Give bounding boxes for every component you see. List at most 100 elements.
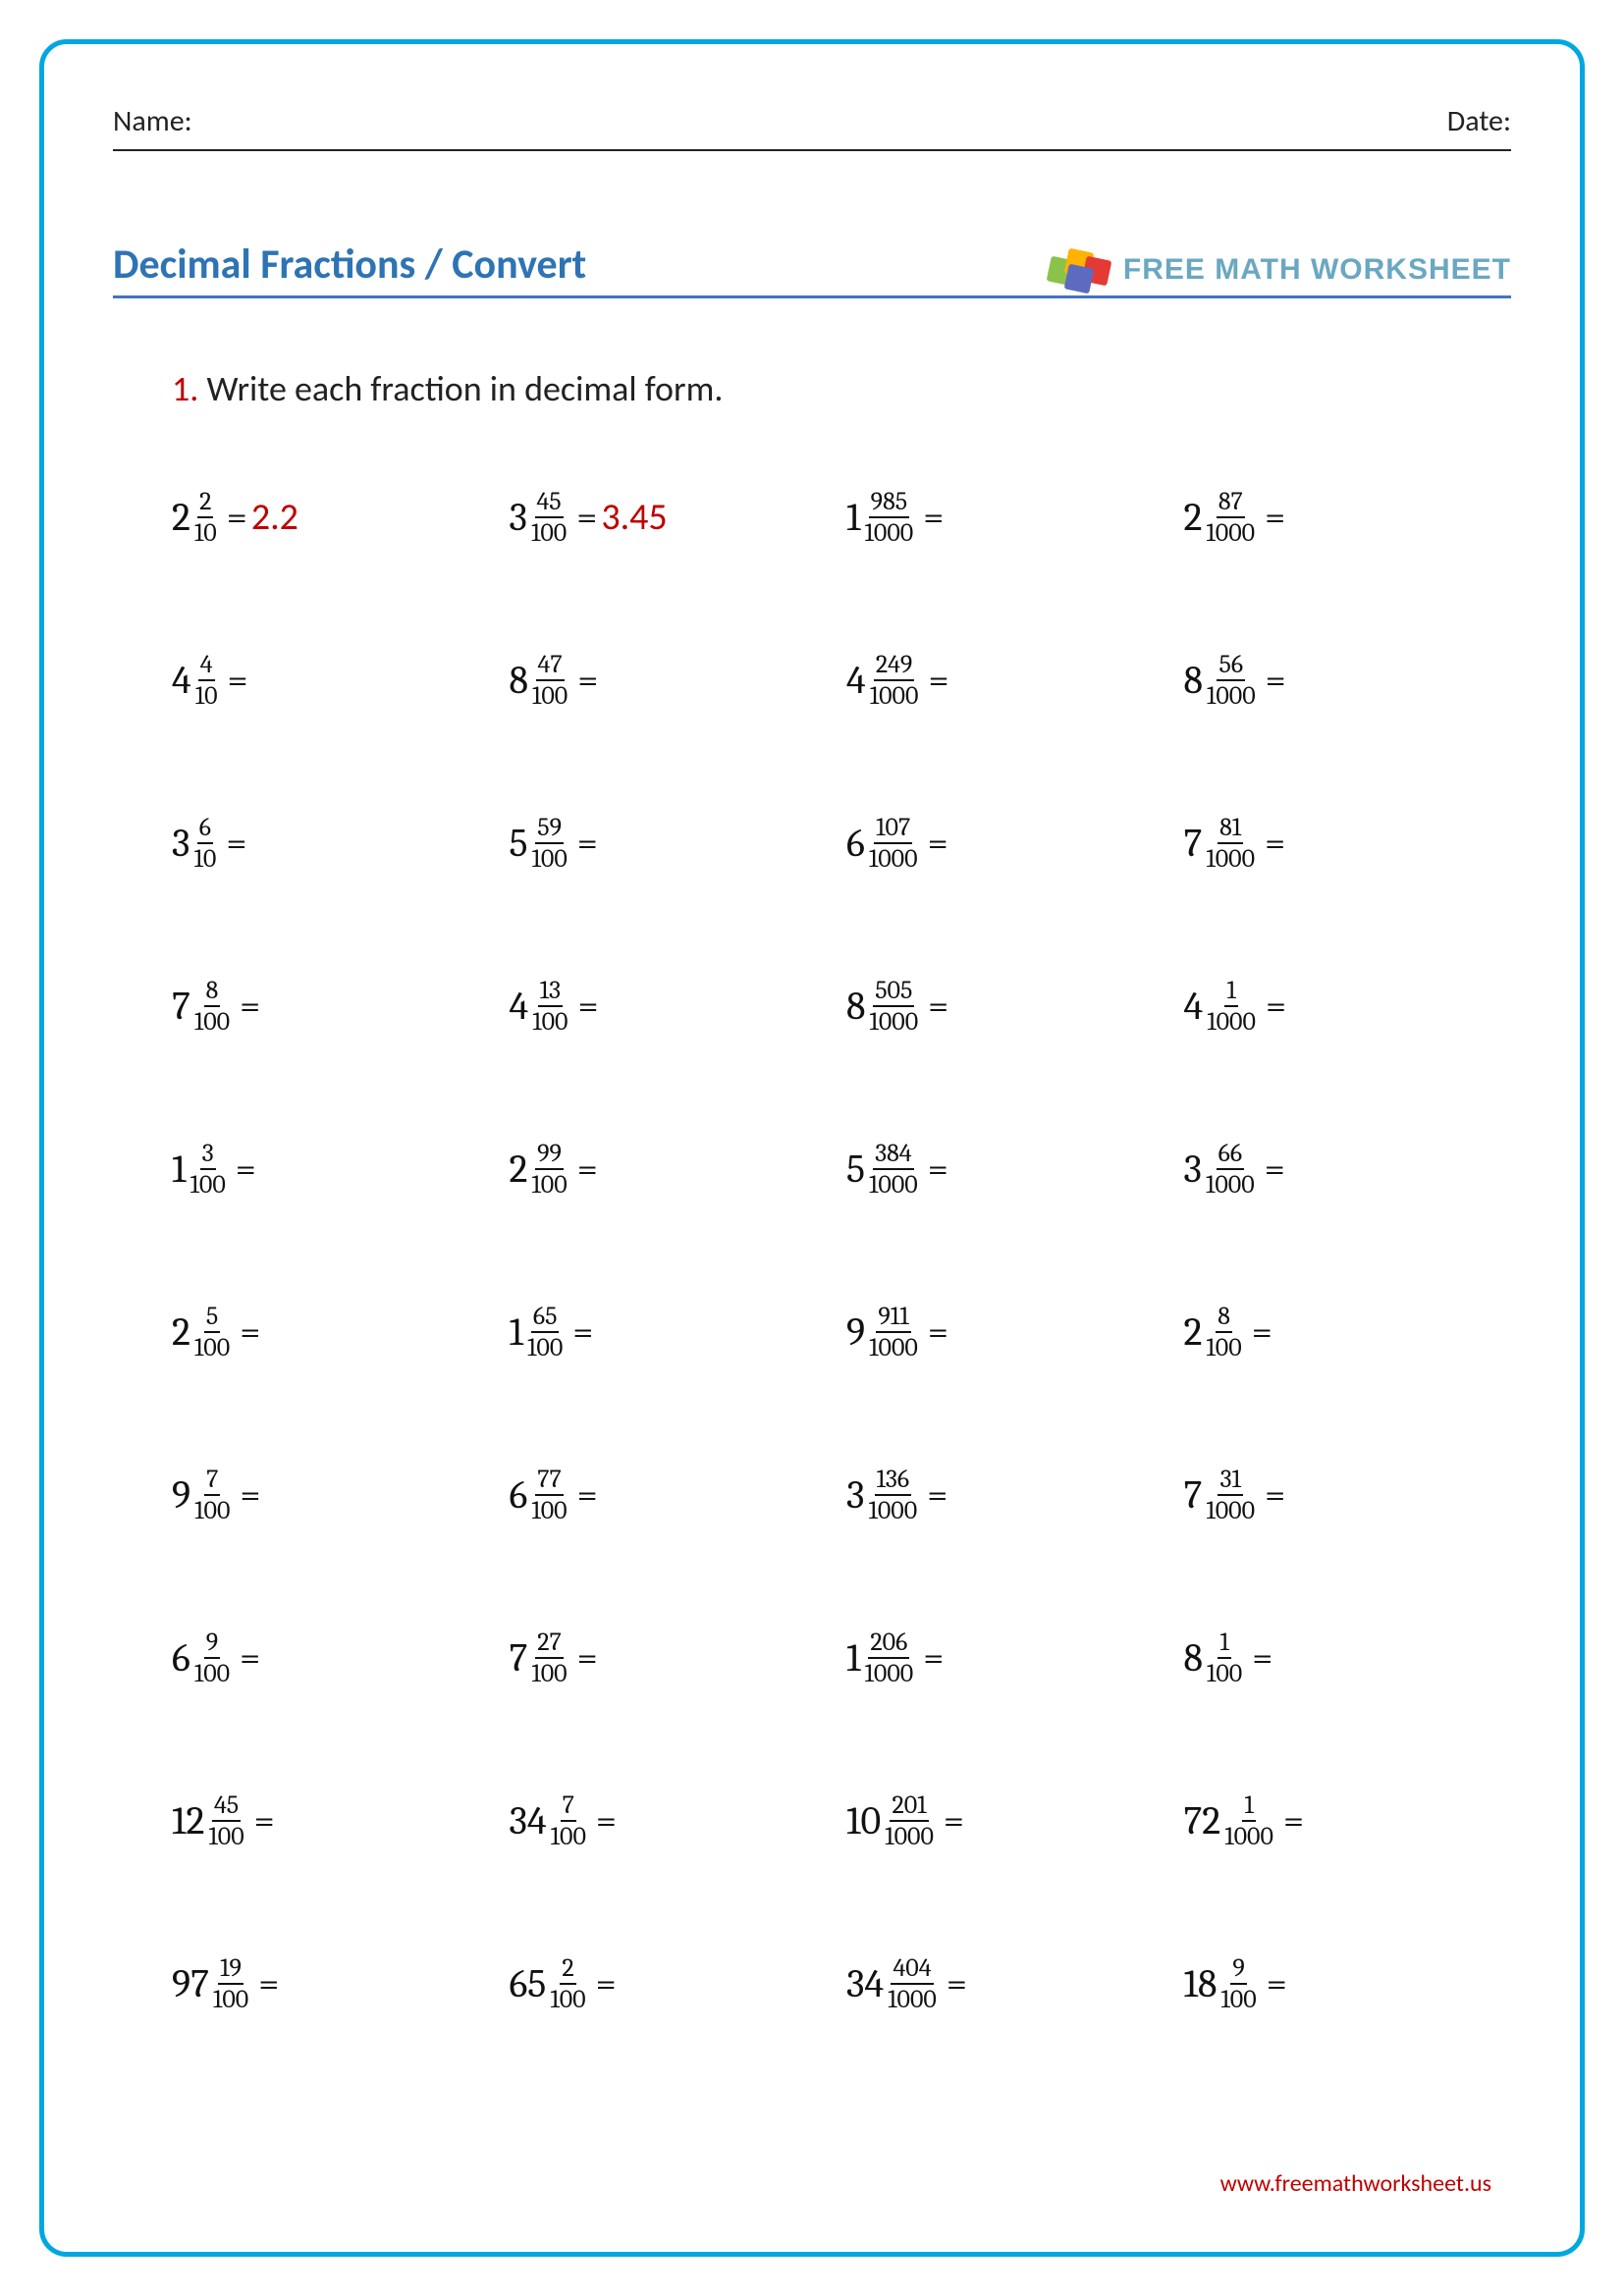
- denominator: 10: [193, 844, 216, 872]
- denominator: 1000: [864, 1659, 913, 1686]
- equals-sign: =: [928, 659, 948, 702]
- equals-sign: =: [577, 1473, 598, 1517]
- equals-sign: =: [254, 1799, 275, 1842]
- problem: 727100 =: [510, 1629, 838, 1686]
- whole-number: 5: [846, 1147, 865, 1192]
- problem: 53841000=: [846, 1141, 1174, 1198]
- fraction: 8100: [194, 978, 230, 1035]
- fraction: 3841000: [869, 1141, 918, 1198]
- fraction: 1361000: [868, 1467, 917, 1523]
- worksheet-title: Decimal Fractions / Convert: [113, 240, 586, 290]
- whole-number: 2: [172, 495, 190, 540]
- fraction: 19100: [213, 1955, 248, 2012]
- problem: 102011000=: [846, 1792, 1174, 1849]
- equals-sign: =: [1283, 1799, 1304, 1842]
- worksheet-page: Name: Date: Decimal Fractions / Convert …: [39, 39, 1585, 2257]
- fraction: 27100: [531, 1629, 567, 1686]
- fraction: 410: [195, 652, 218, 709]
- numerator: 45: [212, 1792, 241, 1822]
- equals-sign: =: [928, 985, 948, 1028]
- equals-sign: =: [928, 822, 948, 865]
- numerator: 77: [535, 1467, 563, 1496]
- fraction: 811000: [1206, 815, 1255, 872]
- denominator: 1000: [869, 1170, 918, 1198]
- equals-sign: =: [240, 1310, 260, 1354]
- fraction: 2061000: [864, 1629, 913, 1686]
- problem: 85051000=: [846, 978, 1174, 1035]
- instruction: 1. Write each fraction in decimal form.: [172, 367, 1511, 410]
- whole-number: 2: [1184, 1309, 1203, 1355]
- equals-sign: =: [236, 1148, 256, 1191]
- problem: 12061000=: [846, 1629, 1174, 1686]
- whole-number: 1: [510, 1309, 523, 1355]
- whole-number: 7: [510, 1635, 528, 1681]
- whole-number: 1: [846, 495, 860, 540]
- problem: 4410 =: [172, 652, 500, 709]
- equals-sign: =: [1265, 496, 1285, 539]
- fraction: 9100: [194, 1629, 230, 1686]
- whole-number: 4: [510, 984, 529, 1029]
- fraction: 871000: [1206, 489, 1255, 546]
- equals-sign: =: [576, 496, 597, 539]
- equals-sign: =: [928, 1148, 948, 1191]
- numerator: 59: [535, 815, 564, 844]
- equals-sign: =: [1266, 985, 1286, 1028]
- problem: 8561000=: [1184, 652, 1512, 709]
- numerator: 107: [874, 815, 912, 844]
- whole-number: 6: [172, 1635, 190, 1681]
- problem: 347100=: [510, 1792, 838, 1849]
- problem: 559100=: [510, 815, 838, 872]
- fraction: 11000: [1207, 978, 1256, 1035]
- equals-sign: =: [572, 1310, 593, 1354]
- problem: 9719100=: [172, 1955, 500, 2012]
- numerator: 1: [1242, 1792, 1255, 1822]
- problem-grid: 2210= 2.2345100= 3.4519851000=2871000=44…: [172, 489, 1511, 2012]
- problem: 344041000=: [846, 1955, 1174, 2012]
- fraction: 45100: [531, 489, 567, 546]
- numerator: 3: [200, 1141, 216, 1170]
- equals-sign: =: [577, 822, 598, 865]
- denominator: 10: [195, 681, 218, 709]
- answer: 3.45: [601, 495, 667, 540]
- denominator: 1000: [1207, 681, 1256, 709]
- equals-sign: =: [923, 1636, 944, 1680]
- brand: FREE MATH WORKSHEET: [1049, 250, 1511, 290]
- numerator: 66: [1217, 1141, 1244, 1170]
- fraction: 661000: [1206, 1141, 1255, 1198]
- fraction: 99100: [531, 1141, 567, 1198]
- equals-sign: =: [577, 1636, 598, 1680]
- problem: 7311000=: [1184, 1467, 1512, 1523]
- fraction: 45100: [208, 1792, 244, 1849]
- equals-sign: =: [228, 659, 248, 702]
- equals-sign: =: [240, 985, 260, 1028]
- problem: 847100=: [510, 652, 838, 709]
- fraction: 7100: [551, 1792, 586, 1849]
- numerator: 4: [198, 652, 215, 681]
- whole-number: 2: [510, 1147, 528, 1192]
- numerator: 384: [873, 1141, 913, 1170]
- problem: 299100=: [510, 1141, 838, 1198]
- fraction: 610: [193, 815, 216, 872]
- equals-sign: =: [1252, 1310, 1272, 1354]
- numerator: 5: [204, 1304, 220, 1333]
- fraction: 1100: [1207, 1629, 1242, 1686]
- equals-sign: =: [596, 1799, 617, 1842]
- whole-number: 4: [846, 658, 866, 703]
- fraction: 561000: [1207, 652, 1256, 709]
- denominator: 1000: [1206, 1496, 1255, 1523]
- whole-number: 9: [846, 1309, 865, 1355]
- denominator: 100: [194, 1007, 230, 1035]
- denominator: 100: [208, 1822, 244, 1849]
- denominator: 1000: [885, 1822, 934, 1849]
- date-label: Date:: [1447, 103, 1511, 139]
- problem: 3661000=: [1184, 1141, 1512, 1198]
- equals-sign: =: [944, 1799, 964, 1842]
- numerator: 56: [1217, 652, 1245, 681]
- numerator: 911: [876, 1304, 910, 1333]
- denominator: 100: [1206, 1333, 1241, 1361]
- denominator: 1000: [864, 518, 913, 546]
- denominator: 100: [532, 844, 568, 872]
- whole-number: 34: [846, 1961, 884, 2006]
- numerator: 87: [1217, 489, 1245, 518]
- problem: 61071000=: [846, 815, 1174, 872]
